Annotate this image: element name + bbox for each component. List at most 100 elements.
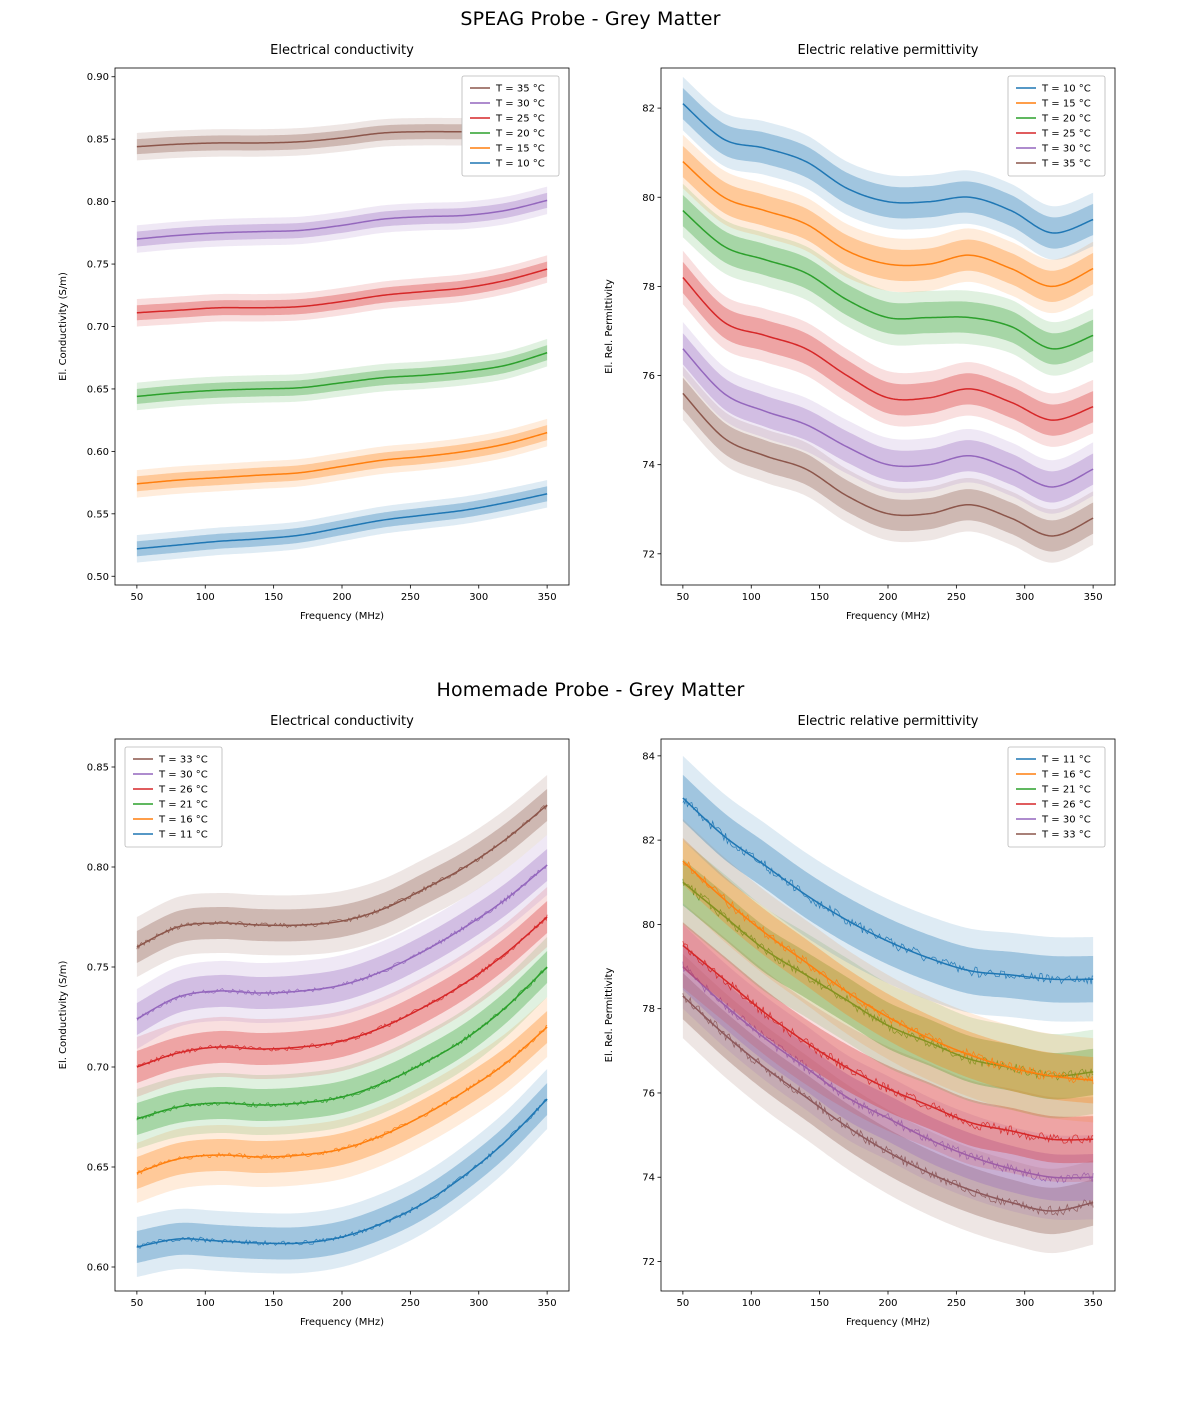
mean-line — [136, 199, 547, 240]
svg-text:72: 72 — [642, 1257, 655, 1268]
mean-line — [681, 348, 1093, 488]
x-axis: 50 100 150 200 250 300 350 — [130, 585, 556, 603]
mean-line — [136, 916, 548, 1068]
svg-text:100: 100 — [195, 592, 214, 603]
series-16 — [681, 819, 1093, 1123]
svg-text:82: 82 — [642, 104, 655, 115]
chart-homemade-permittivity: Electric relative permittivity 50 100 150 20… — [599, 705, 1129, 1335]
chart-homemade-conductivity: Electrical conductivity 50 100 150 200 250 300… — [53, 705, 583, 1335]
svg-text:50: 50 — [130, 1298, 143, 1309]
legend-label: T = 35 °C — [495, 84, 545, 95]
svg-text:80: 80 — [642, 193, 655, 204]
legend-label: T = 21 °C — [1041, 785, 1091, 796]
svg-text:50: 50 — [676, 1298, 689, 1309]
legend-label: T = 11 °C — [158, 830, 208, 841]
svg-text:300: 300 — [469, 592, 488, 603]
series-26 — [681, 903, 1093, 1183]
svg-text:350: 350 — [1083, 1298, 1102, 1309]
legend-label: T = 21 °C — [158, 800, 208, 811]
series-30 — [681, 322, 1093, 514]
x-axis-label: Frequency (MHz) — [299, 611, 383, 622]
svg-text:76: 76 — [642, 1088, 655, 1099]
series-25 — [681, 250, 1093, 447]
svg-text:150: 150 — [264, 1298, 283, 1309]
svg-text:250: 250 — [946, 1298, 965, 1309]
svg-text:0.55: 0.55 — [86, 509, 108, 520]
legend-label: T = 30 °C — [495, 99, 545, 110]
svg-text:0.90: 0.90 — [86, 72, 108, 83]
series-21 — [136, 937, 548, 1149]
y-axis: 72 74 76 78 80 82 84 — [642, 751, 661, 1268]
speag-permittivity-plot: Electric relative permittivity 50 100 150 20… — [604, 43, 1115, 622]
plot-area — [136, 775, 548, 1277]
svg-text:0.60: 0.60 — [86, 447, 108, 458]
mean-line — [136, 804, 548, 948]
svg-text:0.75: 0.75 — [86, 963, 108, 974]
svg-text:200: 200 — [878, 592, 897, 603]
svg-text:80: 80 — [642, 920, 655, 931]
y-axis: 0.50 0.55 0.60 0.65 0.70 0.75 0.80 0.85 0.90 — [86, 72, 115, 583]
y-axis-label: El. Rel. Permittivity — [604, 279, 615, 374]
svg-text:50: 50 — [130, 592, 143, 603]
series-10 — [681, 76, 1093, 260]
series-33 — [136, 775, 548, 977]
plot-title: Electric relative permittivity — [797, 43, 978, 58]
svg-text:72: 72 — [642, 549, 655, 560]
legend-label: T = 15 °C — [495, 144, 545, 155]
mean-line — [136, 493, 547, 550]
mean-line — [136, 1026, 548, 1174]
series-10 — [136, 480, 547, 563]
series-33 — [681, 953, 1093, 1254]
legend-label: T = 30 °C — [158, 770, 208, 781]
mean-line — [681, 392, 1093, 537]
series-20 — [136, 338, 547, 411]
svg-text:300: 300 — [1015, 592, 1034, 603]
y-axis: 0.60 0.65 0.70 0.75 0.80 0.85 — [86, 763, 115, 1274]
series-15 — [136, 418, 547, 498]
svg-text:150: 150 — [810, 592, 829, 603]
plot-area — [681, 76, 1093, 563]
speag-conductivity-plot: Electrical conductivity 50 100 150 200 250 300… — [58, 43, 569, 622]
legend-label: T = 16 °C — [158, 815, 208, 826]
svg-text:150: 150 — [810, 1298, 829, 1309]
mean-line — [681, 161, 1093, 288]
legend-label: T = 10 °C — [495, 159, 545, 170]
mean-line — [136, 966, 548, 1120]
legend-label: T = 33 °C — [1041, 830, 1091, 841]
series-20 — [681, 183, 1093, 376]
mean-line — [136, 352, 547, 398]
svg-text:84: 84 — [642, 751, 655, 762]
section-homemade-probe: Homemade Probe - Grey Matter Electrical … — [0, 679, 1181, 1335]
svg-text:0.65: 0.65 — [86, 1163, 108, 1174]
chart-speag-permittivity: Electric relative permittivity 50 100 150 20… — [599, 34, 1129, 629]
mean-line — [136, 864, 548, 1020]
svg-text:76: 76 — [642, 371, 655, 382]
homemade-chart-row: Electrical conductivity 50 100 150 200 250 300… — [0, 705, 1181, 1335]
svg-text:0.60: 0.60 — [86, 1263, 108, 1274]
legend-label: T = 10 °C — [1041, 84, 1091, 95]
svg-text:300: 300 — [1015, 1298, 1034, 1309]
svg-text:250: 250 — [400, 1298, 419, 1309]
series-11 — [681, 755, 1093, 1022]
legend-label: T = 35 °C — [1041, 159, 1091, 170]
plot-area — [136, 114, 547, 563]
svg-text:200: 200 — [878, 1298, 897, 1309]
mean-line — [136, 431, 547, 485]
plot-title: Electrical conductivity — [270, 714, 414, 729]
mean-line — [681, 797, 1093, 981]
svg-text:250: 250 — [946, 592, 965, 603]
series-11 — [136, 1069, 548, 1277]
raw-trace — [682, 993, 1093, 1216]
svg-text:0.80: 0.80 — [86, 197, 108, 208]
y-axis-label: El. Rel. Permittivity — [604, 968, 615, 1063]
plot-title: Electrical conductivity — [270, 43, 414, 58]
raw-trace — [682, 961, 1093, 1184]
legend-label: T = 26 °C — [158, 785, 208, 796]
mean-line — [681, 860, 1093, 1082]
svg-text:350: 350 — [537, 1298, 556, 1309]
legend-label: T = 33 °C — [158, 755, 208, 766]
svg-text:350: 350 — [537, 592, 556, 603]
svg-text:150: 150 — [264, 592, 283, 603]
series-30 — [136, 186, 547, 253]
series-35 — [681, 366, 1093, 563]
